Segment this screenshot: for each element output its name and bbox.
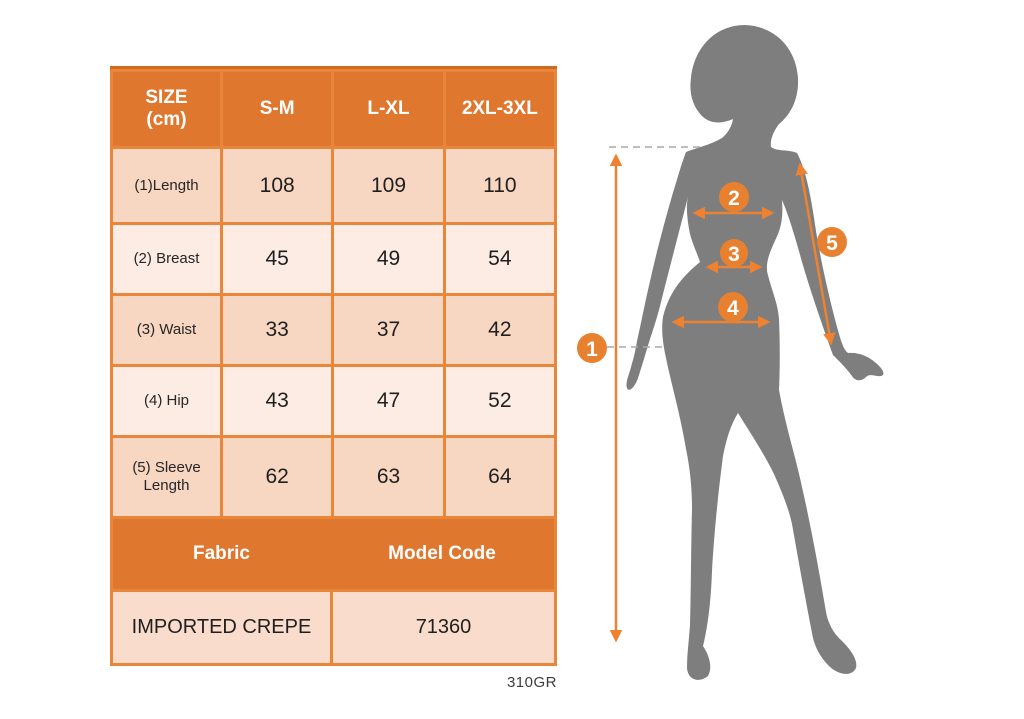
marker-4-number: 4 [727, 297, 739, 320]
marker-3: 3 [720, 239, 748, 267]
size-unit-header: SIZE (cm) [113, 72, 220, 146]
marker-2-number: 2 [728, 187, 740, 210]
marker-3-number: 3 [728, 243, 740, 266]
table-footer-value-row: IMPORTED CREPE 71360 [113, 592, 554, 663]
column-header-2xl-3xl: 2XL-3XL [445, 72, 554, 146]
size-chart-table: SIZE (cm) S-M L-XL 2XL-3XL (1)Length 108… [110, 66, 557, 666]
sleeve-arrow [795, 162, 836, 346]
marker-5-circle [817, 227, 847, 257]
table-header-row: SIZE (cm) S-M L-XL 2XL-3XL [113, 72, 554, 146]
marker-4-circle [718, 292, 748, 322]
column-header-s-m: S-M [223, 72, 332, 146]
marker-4: 4 [718, 292, 748, 322]
marker-1-number: 1 [586, 338, 598, 361]
model-code-header-cell: Model Code [388, 543, 496, 564]
marker-2: 2 [719, 182, 749, 212]
fabric-header-cell: Fabric [192, 543, 251, 564]
measurement-row-hip: (4) Hip 43 47 52 [113, 367, 554, 435]
column-header-l-xl: L-XL [334, 72, 443, 146]
size-value-cell: 37 [334, 296, 443, 364]
marker-5-number: 5 [826, 232, 838, 255]
marker-3-circle [720, 239, 748, 267]
marker-2-circle [719, 182, 749, 212]
size-value-cell: 52 [445, 367, 554, 435]
size-value-cell: 45 [223, 225, 332, 293]
model-code-value-cell: 71360 [333, 592, 554, 663]
row-label: (1)Length [113, 149, 220, 222]
size-value-cell: 33 [223, 296, 332, 364]
weight-note: 310GR [506, 674, 557, 691]
size-value-cell: 62 [223, 438, 332, 516]
body-measurement-diagram: 1 2 3 4 5 [577, 25, 884, 680]
female-silhouette [626, 25, 884, 680]
measurement-row-waist: (3) Waist 33 37 42 [113, 296, 554, 364]
measurement-row-breast: (2) Breast 45 49 54 [113, 225, 554, 293]
size-value-cell: 42 [445, 296, 554, 364]
measurement-row-sleeve: (5) Sleeve Length 62 63 64 [113, 438, 554, 516]
size-value-cell: 49 [334, 225, 443, 293]
size-value-cell: 54 [445, 225, 554, 293]
measurement-row-length: (1)Length 108 109 110 [113, 149, 554, 222]
fabric-value-cell: IMPORTED CREPE [113, 592, 330, 663]
size-value-cell: 64 [445, 438, 554, 516]
marker-1: 1 [577, 333, 607, 363]
size-value-cell: 108 [223, 149, 332, 222]
size-value-cell: 110 [445, 149, 554, 222]
row-label: (3) Waist [113, 296, 220, 364]
row-label: (5) Sleeve Length [113, 438, 220, 516]
size-value-cell: 47 [334, 367, 443, 435]
table-footer-header-row: Fabric Model Code [113, 519, 554, 589]
row-label: (2) Breast [113, 225, 220, 293]
size-value-cell: 63 [334, 438, 443, 516]
marker-1-circle [577, 333, 607, 363]
size-value-cell: 43 [223, 367, 332, 435]
row-label: (4) Hip [113, 367, 220, 435]
size-value-cell: 109 [334, 149, 443, 222]
marker-5: 5 [817, 227, 847, 257]
